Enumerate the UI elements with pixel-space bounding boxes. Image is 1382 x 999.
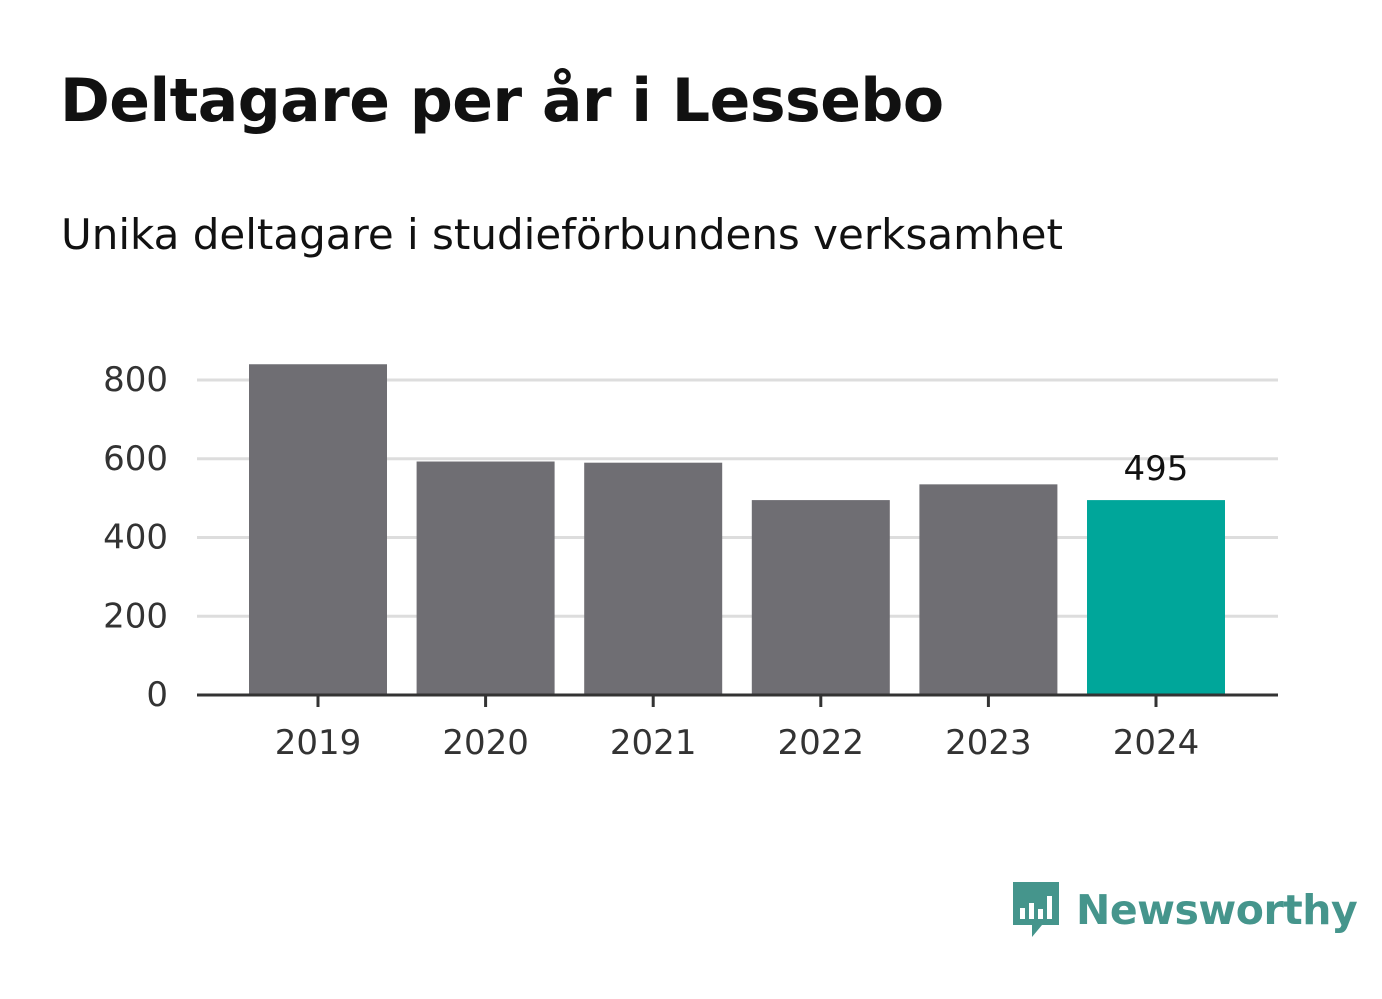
bar-2020 [416,461,555,695]
bar-2024 [1087,500,1225,695]
y-tick-label: 800 [103,360,168,400]
bars [249,364,1225,695]
x-tick-label: 2019 [275,723,362,763]
labels: 0 200 400 600 800 2019 2020 2021 2022 2023 2024 495 [103,360,1199,763]
x-tick-label: 2020 [442,723,529,763]
y-tick-label: 400 [103,518,168,558]
y-tick-label: 0 [146,675,168,715]
x-tick-label: 2023 [945,723,1032,763]
x-tick-label: 2024 [1113,723,1200,763]
bar-2021 [584,462,723,695]
data-label: 495 [1124,449,1189,489]
chart-subtitle: Unika deltagare i studieförbundens verks… [61,210,1063,259]
axes [197,693,1278,707]
y-tick-label: 200 [103,596,168,636]
bar-2019 [249,364,387,695]
newsworthy-logo: Newsworthy [1010,878,1358,942]
y-tick-label: 600 [103,439,168,479]
bar-2023 [919,484,1058,695]
x-tick-label: 2021 [610,723,697,763]
bar-2022 [751,500,890,695]
x-tick-label: 2022 [778,723,865,763]
brand-name: Newsworthy [1076,886,1358,934]
bar-chart-speech-bubble-icon [1013,882,1059,937]
chart-title: Deltagare per år i Lessebo [60,66,944,136]
